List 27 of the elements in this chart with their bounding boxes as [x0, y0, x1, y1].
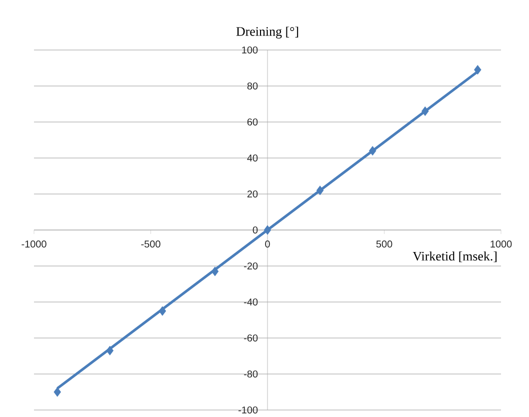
point [368, 146, 376, 156]
y-tick-label: -100 [238, 406, 258, 414]
point [474, 65, 482, 75]
y-tick-label: 40 [247, 154, 258, 162]
x-tick-label: -1000 [22, 240, 46, 248]
x-axis-title: Virketid [msek.] [412, 251, 497, 262]
point [421, 106, 429, 116]
y-tick-label: 80 [247, 82, 258, 90]
point [316, 186, 324, 196]
x-tick-label: 0 [265, 240, 270, 248]
point [158, 306, 166, 316]
y-tick-label: -20 [244, 262, 258, 270]
y-tick-label: 60 [247, 118, 258, 126]
y-tick-label: 20 [247, 190, 258, 198]
y-tick-label: 100 [242, 46, 258, 54]
y-tick-label: -60 [244, 334, 258, 342]
point [54, 387, 61, 397]
y-tick-label: -80 [244, 370, 258, 378]
point [106, 346, 114, 356]
x-tick-label: 1000 [490, 240, 512, 248]
x-tick-label: 500 [376, 240, 392, 248]
y-tick-label: -40 [244, 298, 258, 306]
point [211, 266, 219, 276]
x-tick-label: -500 [141, 240, 160, 248]
point [264, 225, 272, 235]
y-tick-label: 0 [252, 226, 258, 234]
y-axis-title: Dreining [°] [236, 26, 298, 39]
